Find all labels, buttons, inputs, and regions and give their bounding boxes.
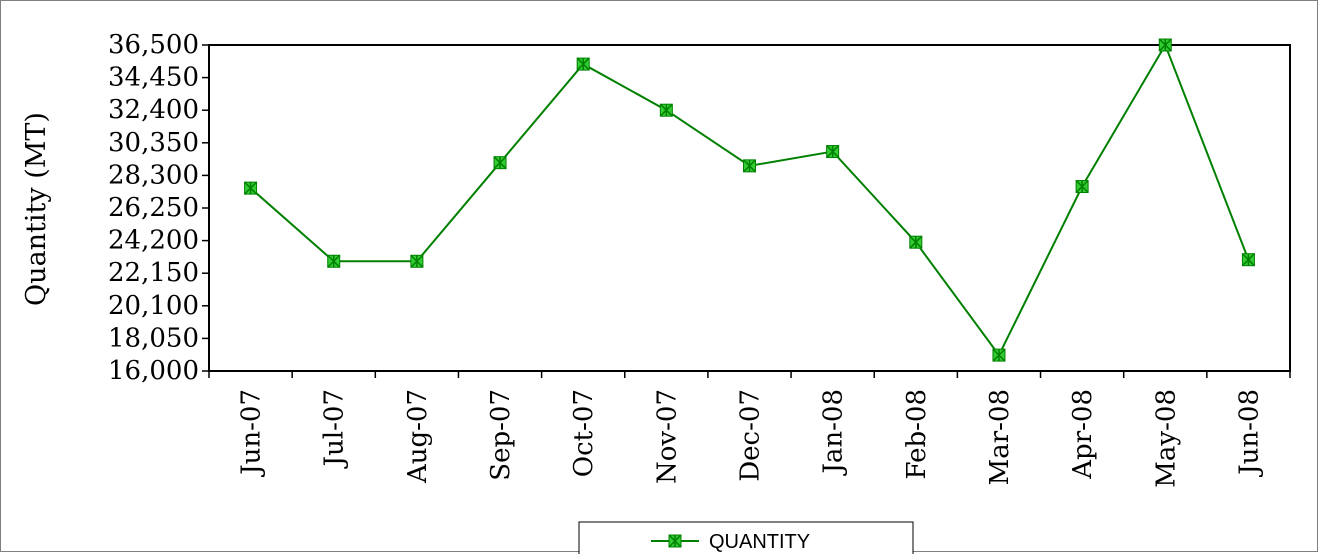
x-tick-label: Apr-08 (1068, 389, 1098, 480)
x-tick-label: Sep-07 (486, 389, 516, 481)
data-point-marker (826, 145, 840, 159)
legend: QUANTITY (578, 521, 914, 554)
data-point-marker (992, 348, 1006, 362)
y-tick-label: 34,450 (108, 63, 199, 93)
data-point-marker (1158, 38, 1172, 52)
data-point-marker (742, 159, 757, 173)
data-point-marker (659, 103, 673, 117)
legend-label-quantity: QUANTITY (709, 531, 810, 553)
x-tick-label: Jan-08 (819, 389, 849, 477)
plot-area (208, 44, 1291, 372)
data-point-marker (1075, 180, 1089, 194)
y-tick-label: 26,250 (108, 193, 199, 223)
x-tick-label: Jun-08 (1234, 389, 1264, 478)
legend-marker-icon (668, 534, 682, 548)
y-axis-title: Quantity (MT) (21, 112, 52, 306)
y-tick-label: 24,200 (108, 226, 199, 256)
x-tick-label: Jun-07 (237, 389, 267, 478)
x-tick-label: Feb-08 (902, 389, 932, 480)
x-tick-label: Aug-07 (403, 389, 433, 484)
y-tick-label: 30,350 (108, 128, 199, 158)
data-point-marker (327, 254, 341, 268)
data-point-marker (493, 156, 507, 170)
data-point-marker (576, 57, 590, 71)
data-point-marker (244, 181, 258, 195)
data-point-marker (909, 235, 923, 249)
y-tick-label: 36,500 (108, 30, 199, 60)
data-point-marker (1241, 253, 1255, 267)
y-tick-label: 18,050 (108, 323, 199, 353)
data-point-marker (410, 254, 424, 268)
y-tick-label: 28,300 (108, 160, 199, 190)
x-tick-label: Mar-08 (985, 389, 1015, 485)
y-tick-label: 20,100 (108, 291, 199, 321)
x-tick-label: Nov-07 (652, 389, 682, 484)
legend-marker (668, 534, 682, 548)
x-tick-label: Oct-07 (569, 389, 599, 477)
x-tick-label: Jul-07 (320, 389, 350, 469)
y-tick-label: 32,400 (108, 95, 199, 125)
y-tick-label: 16,000 (108, 356, 199, 386)
legend-box (578, 521, 914, 554)
x-tick-label: Dec-07 (736, 389, 766, 482)
y-tick-label: 22,150 (108, 258, 199, 288)
x-tick-label: May-08 (1151, 389, 1181, 488)
